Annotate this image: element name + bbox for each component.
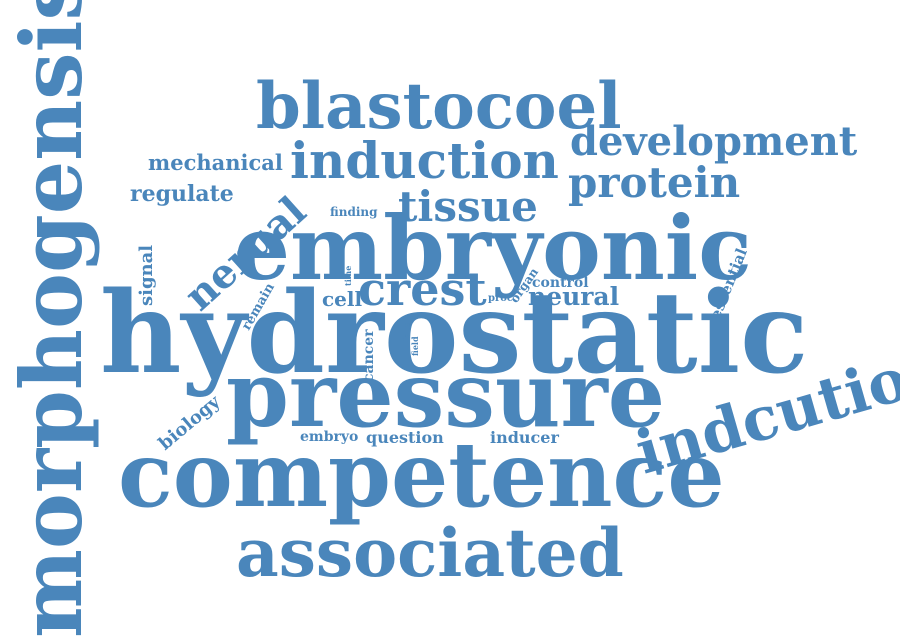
word-mechanical: mechanical — [148, 150, 283, 175]
word-crest: crest — [358, 262, 487, 316]
word-blastocoel: blastocoel — [256, 69, 622, 144]
word-morphogensis: morphogensis — [2, 0, 101, 638]
word-cell: cell — [322, 287, 363, 311]
word-regulate: regulate — [130, 181, 234, 207]
word-protein: protein — [568, 158, 741, 207]
word-pressure: pressure — [226, 342, 666, 448]
word-hydrostatic: hydrostatic — [100, 268, 809, 399]
word-inducer: inducer — [490, 428, 559, 447]
word-neural: neural — [528, 282, 620, 311]
word-induction: induction — [290, 131, 559, 190]
word-tissue: tissue — [398, 182, 538, 231]
word-associated: associated — [236, 514, 624, 592]
word-control: control — [532, 275, 589, 291]
word-proc: proc — [488, 293, 514, 304]
word-question: question — [366, 428, 444, 447]
word-embryo: embryo — [300, 429, 359, 445]
word-finding: finding — [330, 205, 378, 219]
word-embryonic: embryonic — [234, 196, 752, 300]
word-development: development — [570, 118, 858, 165]
word-competence: competence — [118, 422, 725, 528]
